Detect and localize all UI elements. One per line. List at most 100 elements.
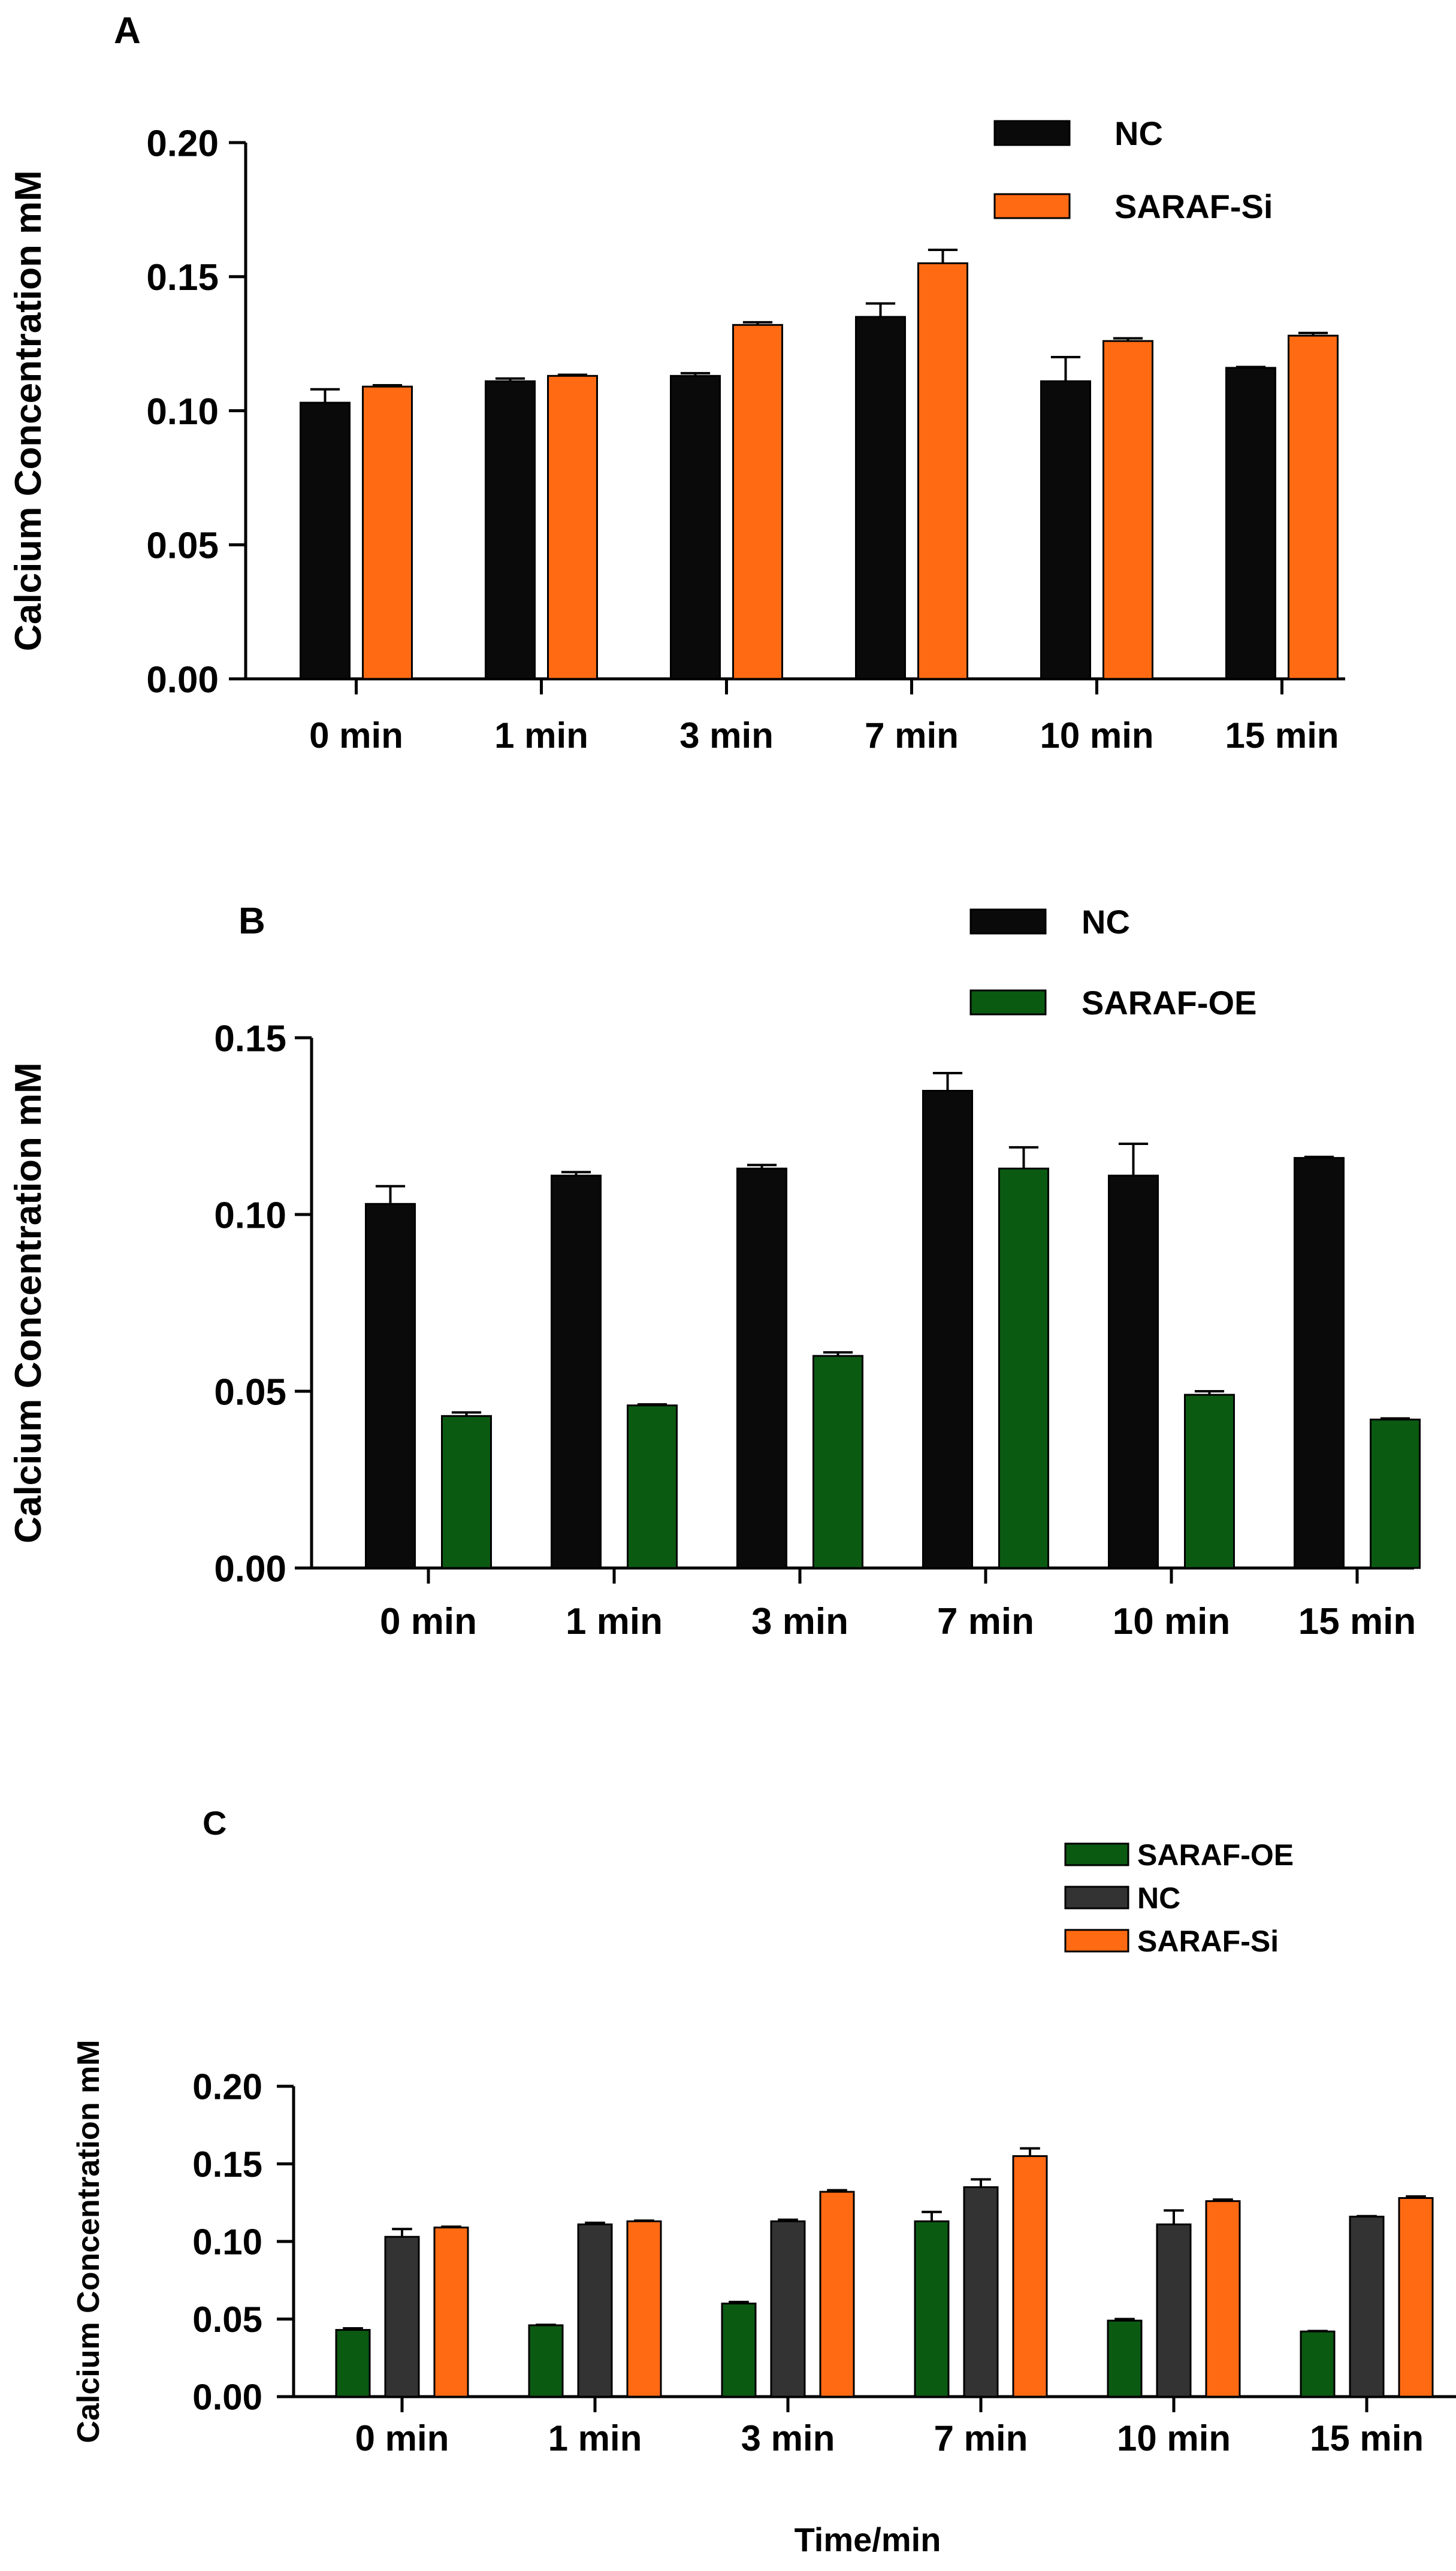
legend-label: SARAF-OE [1082, 984, 1256, 1022]
x-tick-label: 15 min [1298, 1601, 1416, 1642]
bar [626, 2220, 662, 2398]
bar [1398, 2197, 1434, 2398]
bar [528, 2324, 564, 2398]
y-tick-label: 0.10 [146, 391, 219, 433]
bar [998, 1167, 1049, 1569]
bar [917, 262, 968, 680]
bar [1107, 2319, 1143, 2398]
x-tick-label: 1 min [548, 2418, 642, 2458]
x-tick-label: 15 min [1225, 715, 1339, 756]
x-axis-label: Time/min [795, 2521, 941, 2558]
bar [670, 374, 721, 680]
chart-panel-c: C Calcium Concentration mM 0.00 0.05 0.10 0.1… [71, 1804, 1456, 2558]
y-tick-label: 0.05 [192, 2300, 262, 2340]
legend: SARAF-OE NC SARAF-Si [1064, 1838, 1294, 1958]
x-tick-label: 7 min [937, 1601, 1034, 1642]
x-tick-label: 7 min [865, 715, 959, 756]
x-tick-label: 0 min [355, 2418, 449, 2458]
bar [1349, 2216, 1385, 2398]
legend-swatch [1064, 1842, 1129, 1866]
legend-label: SARAF-Si [1114, 188, 1273, 225]
legend: NC SARAF-Si [993, 114, 1273, 225]
bar [1184, 1394, 1235, 1569]
bar [736, 1167, 787, 1569]
legend-swatch [1064, 1886, 1129, 1910]
x-tick-label: 0 min [380, 1601, 477, 1642]
x-tick-label: 1 min [494, 715, 588, 756]
y-tick-label: 0.15 [214, 1018, 286, 1059]
x-tick-label: 10 min [1117, 2418, 1231, 2458]
x-tick-label: 15 min [1310, 2418, 1424, 2458]
bar [1040, 380, 1091, 680]
bar [812, 1355, 863, 1569]
y-tick-label: 0.10 [214, 1195, 286, 1236]
x-tick-label: 7 min [934, 2418, 1028, 2458]
bar [1156, 2223, 1192, 2398]
y-tick-label: 0.05 [146, 525, 219, 567]
legend-label: NC [1082, 903, 1130, 941]
x-tick-label: 0 min [309, 715, 403, 756]
y-tick-label: 0.20 [192, 2067, 262, 2107]
bar [1294, 1157, 1345, 1569]
legend-swatch [1064, 1929, 1129, 1953]
bar [1108, 1174, 1159, 1569]
y-tick-label: 0.00 [146, 659, 219, 700]
legend-swatch [993, 193, 1071, 219]
y-axis-label: Calcium Concentration mM [8, 1062, 49, 1543]
legend-label: NC [1114, 114, 1163, 152]
y-tick-label: 0.00 [192, 2377, 262, 2418]
x-tick-label: 10 min [1040, 715, 1153, 756]
bar [1370, 1418, 1421, 1569]
x-tick-label: 1 min [566, 1601, 663, 1642]
legend: NC SARAF-OE [969, 903, 1256, 1022]
legend-swatch [993, 120, 1071, 146]
bar [551, 1174, 602, 1569]
x-tick-label: 3 min [679, 715, 774, 756]
legend-label: NC [1137, 1881, 1180, 1915]
bar [732, 324, 783, 680]
bar [1288, 334, 1339, 680]
x-tick-label: 10 min [1113, 1601, 1230, 1642]
bar [335, 2329, 371, 2398]
panel-label: C [203, 1804, 226, 1842]
panel-label: A [114, 10, 141, 52]
y-tick-label: 0.10 [192, 2222, 262, 2262]
legend-swatch [969, 908, 1047, 935]
bar [384, 2235, 420, 2398]
x-tick-label: 3 min [751, 1601, 848, 1642]
bar [914, 2220, 950, 2398]
x-tick-label: 3 min [741, 2418, 835, 2458]
y-tick-label: 0.00 [214, 1548, 286, 1590]
bar [627, 1404, 678, 1569]
bar [433, 2226, 469, 2398]
bar [1102, 340, 1153, 680]
bar [721, 2303, 757, 2398]
y-tick-label: 0.20 [146, 123, 219, 164]
bar [441, 1415, 492, 1569]
y-tick-label: 0.15 [192, 2144, 262, 2185]
bar [1205, 2200, 1241, 2398]
bar [922, 1090, 973, 1569]
bar [577, 2223, 613, 2398]
legend-label: SARAF-OE [1137, 1838, 1294, 1872]
bar [300, 401, 351, 680]
bar [1300, 2330, 1336, 2398]
bar [1225, 367, 1276, 680]
y-tick-label: 0.05 [214, 1371, 286, 1413]
legend-swatch [969, 989, 1047, 1016]
bar [485, 380, 536, 680]
bar [963, 2186, 999, 2398]
y-axis-label: Calcium Concentration mM [8, 170, 49, 651]
chart-panel-a: A Calcium Concentration mM 0.00 0.05 0.10 0.1… [8, 10, 1345, 756]
y-axis-label: Calcium Concentration mM [71, 2040, 106, 2443]
panel-label: B [238, 901, 265, 942]
legend-label: SARAF-Si [1137, 1925, 1279, 1958]
y-tick-label: 0.15 [146, 257, 219, 298]
bar [362, 385, 413, 680]
bar [547, 374, 598, 680]
bar [855, 316, 906, 680]
bar [819, 2191, 855, 2398]
chart-panel-b: B Calcium Concentration mM 0.00 0.05 0.10 0.1… [8, 901, 1421, 1642]
